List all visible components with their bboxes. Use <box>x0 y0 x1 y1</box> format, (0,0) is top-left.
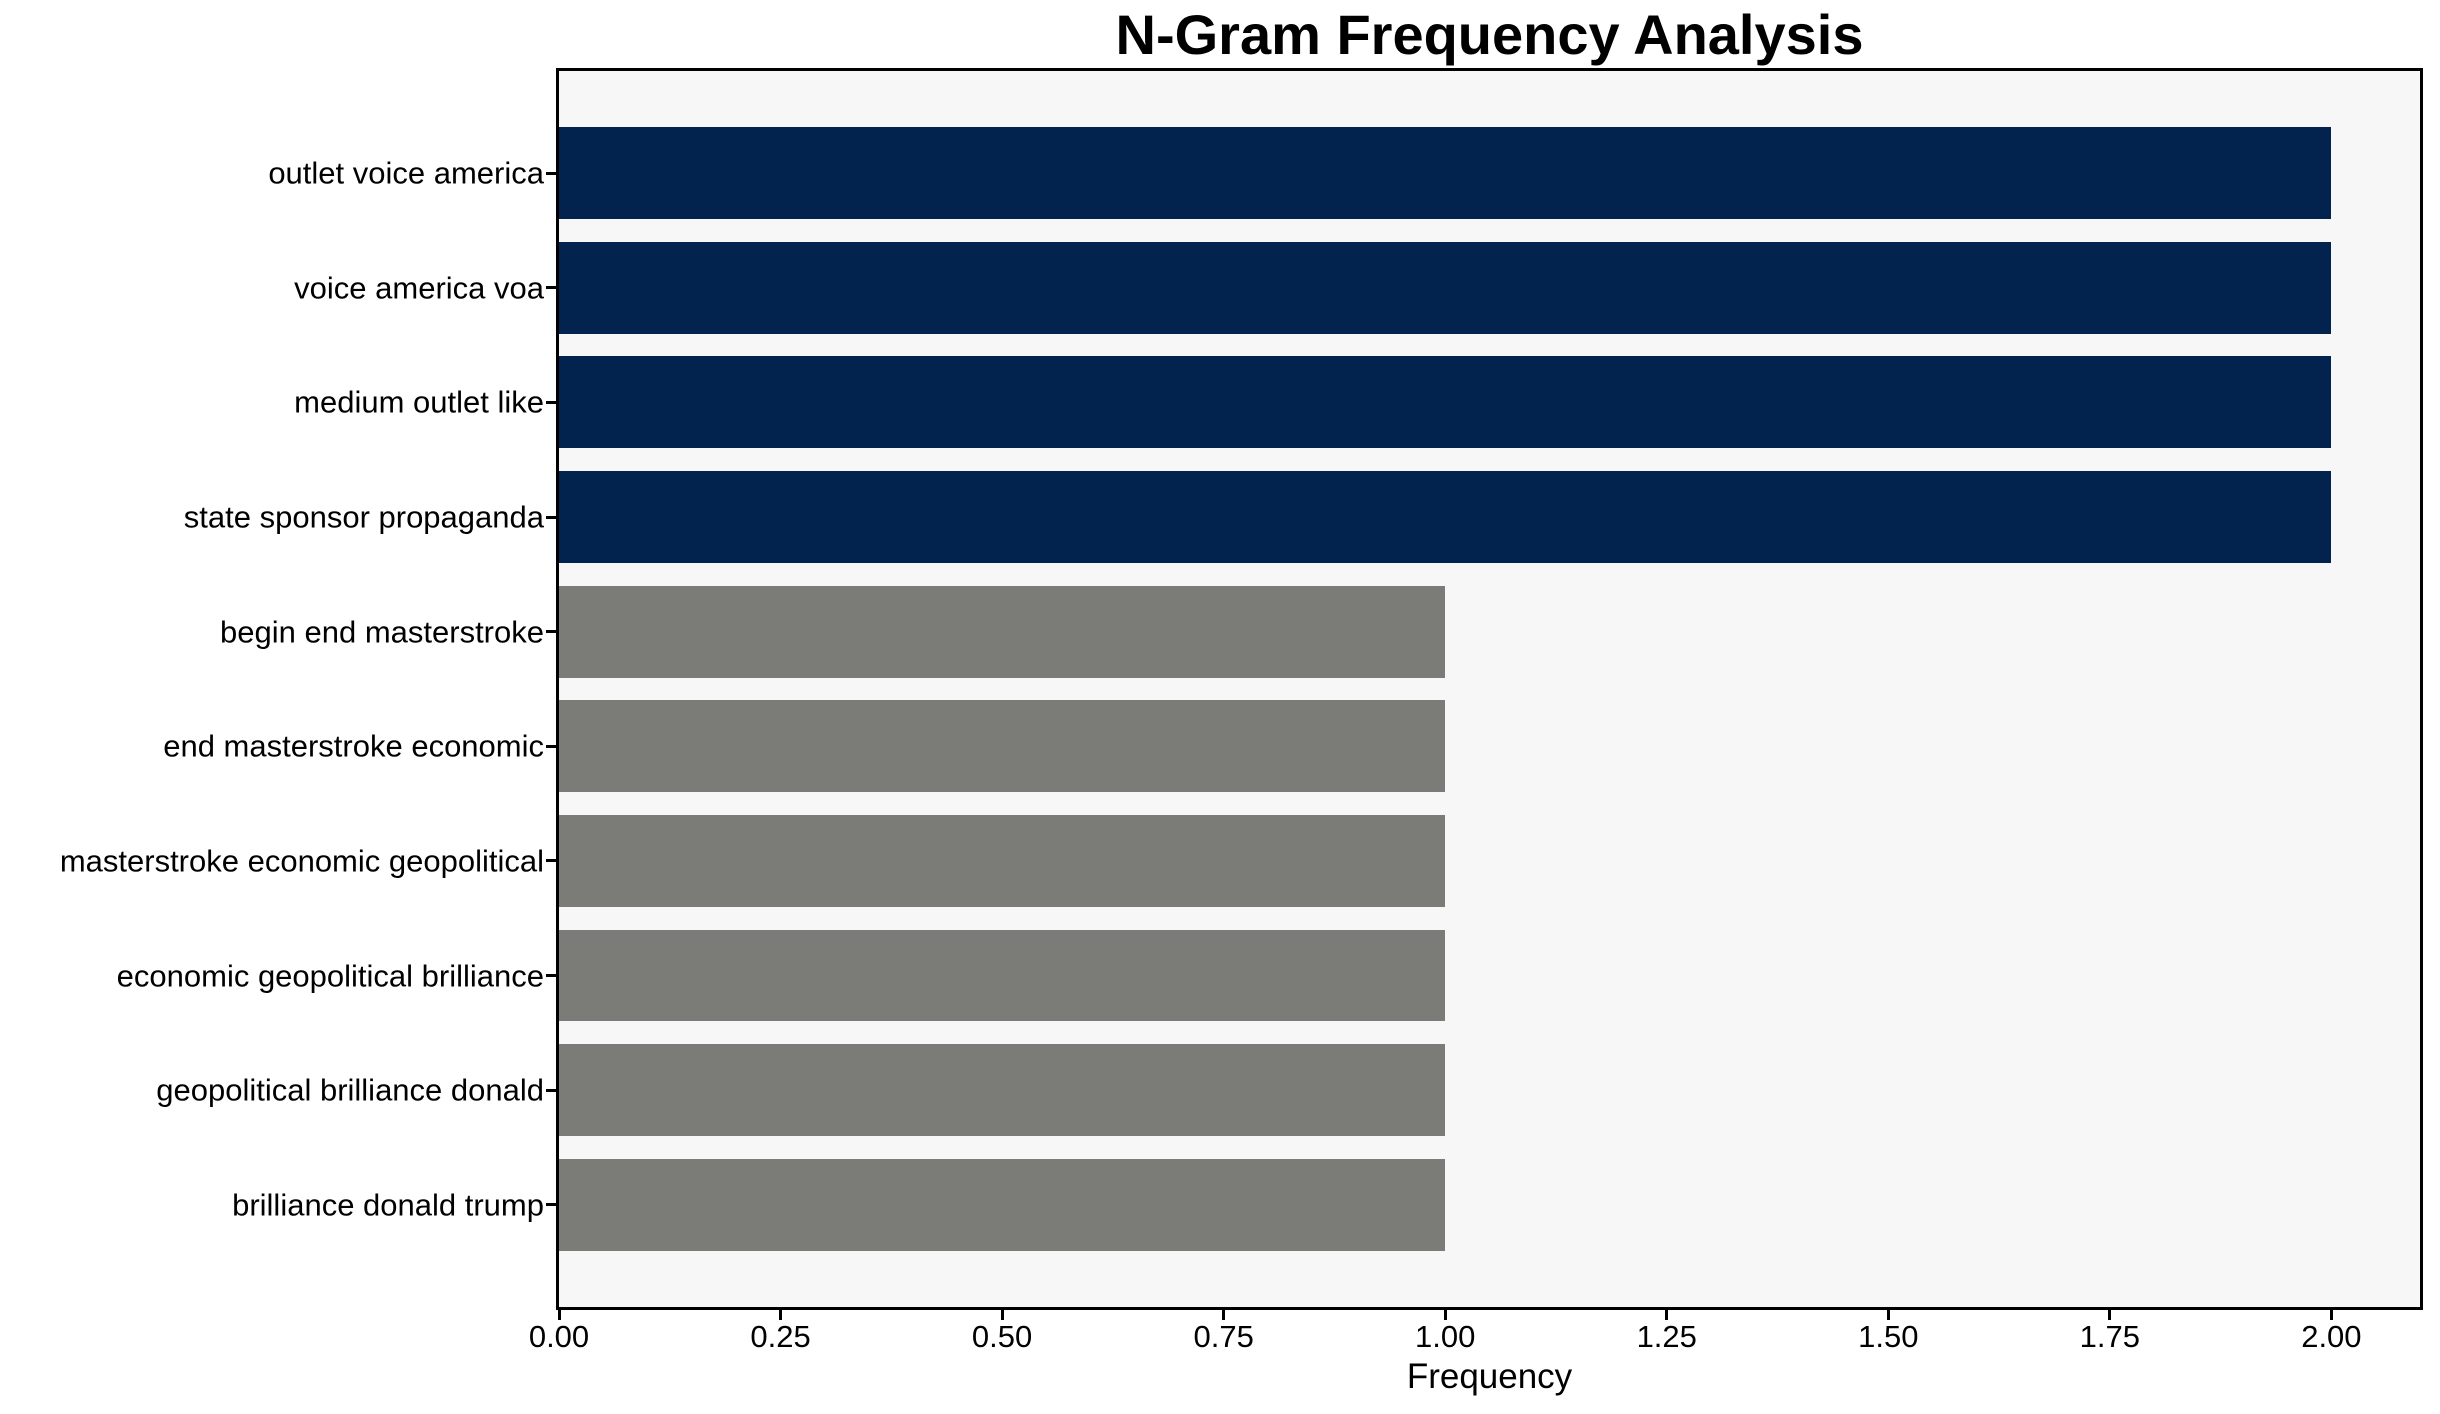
y-tick-label: brilliance donald trump <box>232 1187 544 1223</box>
y-tick-label: economic geopolitical brilliance <box>116 958 544 994</box>
y-tick-mark <box>546 171 556 175</box>
chart-title: N-Gram Frequency Analysis <box>1115 3 1864 66</box>
bar <box>559 585 1446 678</box>
y-tick-label: state sponsor propaganda <box>183 499 544 535</box>
bar <box>559 929 1446 1022</box>
y-tick-label: masterstroke economic geopolitical <box>59 843 544 879</box>
y-tick-label: outlet voice america <box>268 155 544 191</box>
bar <box>559 815 1446 907</box>
y-tick-mark <box>546 286 556 290</box>
y-tick-mark <box>546 974 556 978</box>
x-tick-mark <box>1886 1310 1890 1320</box>
x-tick-mark <box>779 1310 783 1320</box>
y-tick-mark <box>546 859 556 863</box>
y-tick-label: medium outlet like <box>294 384 544 420</box>
y-tick-label: voice america voa <box>294 270 544 306</box>
x-tick-label: 1.75 <box>2079 1319 2140 1354</box>
x-tick-mark <box>2329 1310 2333 1320</box>
bar <box>559 356 2332 449</box>
x-tick-label: 0.50 <box>971 1319 1033 1354</box>
x-tick-mark <box>557 1310 561 1320</box>
bar <box>559 1159 1446 1251</box>
x-tick-mark <box>1665 1310 1669 1320</box>
bar <box>559 700 1446 793</box>
bar <box>559 1044 1446 1137</box>
x-tick-mark <box>1000 1310 1004 1320</box>
x-tick-label: 0.75 <box>1193 1319 1254 1354</box>
y-tick-label: geopolitical brilliance donald <box>156 1072 544 1108</box>
x-tick-label: 1.25 <box>1636 1319 1697 1354</box>
x-tick-mark <box>1443 1310 1447 1320</box>
x-tick-label: 0.25 <box>750 1319 811 1354</box>
x-axis-label: Frequency <box>1406 1357 1573 1396</box>
y-tick-mark <box>546 400 556 404</box>
x-tick-mark <box>2108 1310 2112 1320</box>
y-tick-mark <box>546 1203 556 1207</box>
y-tick-mark <box>546 630 556 634</box>
y-tick-mark <box>546 1088 556 1092</box>
bar <box>559 127 2332 219</box>
x-tick-mark <box>1222 1310 1226 1320</box>
plot-area <box>559 71 2420 1307</box>
x-tick-label: 1.00 <box>1415 1319 1476 1354</box>
x-tick-label: 0.00 <box>528 1319 590 1354</box>
bar <box>559 241 2332 334</box>
x-tick-label: 2.00 <box>2301 1319 2362 1354</box>
y-tick-label: end masterstroke economic <box>163 728 544 764</box>
y-tick-label: begin end masterstroke <box>220 614 544 650</box>
x-tick-label: 1.50 <box>1858 1319 1919 1354</box>
y-tick-mark <box>546 515 556 519</box>
bar <box>559 471 2332 563</box>
y-tick-mark <box>546 744 556 748</box>
